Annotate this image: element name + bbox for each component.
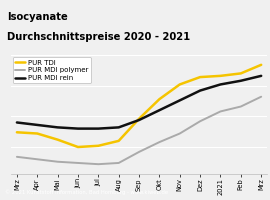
PUR MDI polymer: [76, 162, 80, 164]
PUR TDI: [198, 76, 202, 78]
Text: Isocyanate: Isocyanate: [7, 12, 68, 22]
PUR TDI: [137, 118, 141, 120]
PUR MDI rein: [76, 127, 80, 130]
PUR TDI: [36, 132, 39, 135]
PUR MDI polymer: [158, 141, 161, 143]
PUR MDI rein: [259, 75, 263, 77]
PUR MDI polymer: [198, 120, 202, 122]
PUR MDI polymer: [97, 163, 100, 165]
PUR MDI rein: [219, 83, 222, 86]
PUR MDI polymer: [15, 156, 19, 158]
PUR TDI: [259, 64, 263, 66]
PUR TDI: [15, 131, 19, 133]
Legend: PUR TDI, PUR MDI polymer, PUR MDI rein: PUR TDI, PUR MDI polymer, PUR MDI rein: [13, 57, 91, 83]
PUR MDI rein: [158, 109, 161, 111]
PUR MDI rein: [198, 89, 202, 92]
PUR TDI: [239, 72, 242, 75]
PUR TDI: [97, 145, 100, 147]
Line: PUR MDI rein: PUR MDI rein: [17, 76, 261, 129]
Text: Durchschnittspreise 2020 - 2021: Durchschnittspreise 2020 - 2021: [7, 32, 190, 42]
PUR TDI: [158, 98, 161, 100]
PUR MDI rein: [56, 126, 59, 129]
PUR TDI: [56, 138, 59, 141]
PUR MDI polymer: [137, 151, 141, 153]
PUR MDI rein: [239, 80, 242, 82]
PUR MDI polymer: [219, 110, 222, 113]
PUR MDI polymer: [56, 161, 59, 163]
Line: PUR MDI polymer: PUR MDI polymer: [17, 97, 261, 164]
Text: © 2021 Kunststoff Information, Bad Homburg - www.kiweb.de: © 2021 Kunststoff Information, Bad Hombu…: [5, 190, 168, 195]
PUR MDI polymer: [259, 96, 263, 98]
PUR MDI polymer: [178, 132, 181, 135]
PUR TDI: [117, 140, 120, 142]
PUR MDI rein: [117, 126, 120, 129]
PUR MDI rein: [178, 99, 181, 102]
PUR TDI: [219, 75, 222, 77]
PUR MDI rein: [137, 119, 141, 121]
PUR TDI: [178, 83, 181, 86]
Line: PUR TDI: PUR TDI: [17, 65, 261, 147]
PUR MDI polymer: [117, 162, 120, 164]
PUR MDI polymer: [239, 105, 242, 108]
PUR MDI polymer: [36, 158, 39, 160]
PUR MDI rein: [15, 121, 19, 124]
PUR MDI rein: [97, 127, 100, 130]
PUR TDI: [76, 146, 80, 148]
PUR MDI rein: [36, 124, 39, 126]
